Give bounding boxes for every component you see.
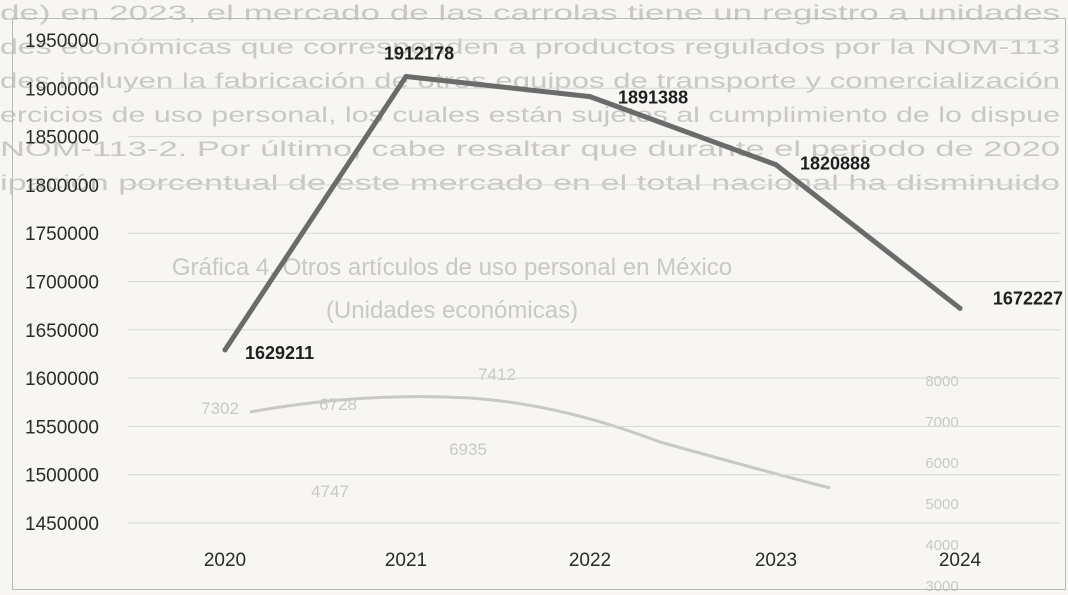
gridlines [128, 39, 1060, 524]
bleed-axis-value: 8000 [925, 373, 958, 390]
bleed-chart-title: Gráfica 4. Otros artículos de uso person… [172, 254, 732, 281]
x-tick-label: 2024 [939, 550, 982, 571]
data-point [403, 74, 409, 80]
y-axis-ticks: 1950000 1900000 1850000 1800000 1750000 17000… [25, 31, 99, 535]
data-point [222, 347, 228, 353]
y-tick-label: 1850000 [25, 128, 99, 149]
data-point [587, 94, 593, 100]
bleed-text-line: des incluyen la fabricación de otros equ… [0, 70, 1060, 93]
bleed-text-line: des económicas que corresponden a produc… [0, 36, 1060, 59]
y-tick-label: 1600000 [25, 369, 99, 390]
bleed-axis-value: 6000 [925, 455, 958, 472]
x-tick-label: 2022 [569, 550, 611, 571]
x-tick-label: 2020 [204, 550, 246, 571]
bleed-value: 6935 [449, 440, 487, 459]
bleed-chart-subtitle: (Unidades económicas) [326, 297, 578, 324]
x-tick-label: 2023 [755, 550, 797, 571]
chart-frame [12, 18, 1066, 590]
bleed-text-line: de) en 2023, el mercado de las carrolas … [0, 2, 1060, 25]
y-tick-label: 1800000 [25, 176, 99, 197]
bleed-axis-value: 4000 [925, 537, 958, 554]
y-tick-label: 1450000 [25, 514, 99, 535]
series-line [222, 74, 963, 353]
data-label: 1891388 [618, 88, 688, 108]
series-layer [222, 74, 963, 353]
y-tick-label: 1550000 [25, 417, 99, 438]
bleed-value: 7412 [478, 365, 516, 384]
data-point [957, 305, 963, 311]
data-labels: 1629211 1912178 1891388 1820888 1672227 [245, 44, 1063, 363]
bleed-value: 4747 [311, 482, 349, 501]
bleed-axis-value: 5000 [925, 496, 958, 513]
bleed-text-line: ercicios de uso personal, los cuales est… [0, 104, 1060, 127]
bleed-line [249, 395, 831, 490]
y-tick-label: 1750000 [25, 224, 99, 245]
y-tick-label: 1500000 [25, 466, 99, 487]
data-label: 1672227 [993, 288, 1063, 308]
y-tick-label: 1900000 [25, 79, 99, 100]
bleed-text-line: NOM-113-2. Por último, cabe resaltar que… [0, 138, 1060, 161]
x-tick-label: 2021 [385, 550, 427, 571]
y-tick-label: 1700000 [25, 273, 99, 294]
data-label: 1912178 [384, 44, 454, 64]
y-tick-label: 1650000 [25, 321, 99, 342]
data-label: 1820888 [800, 154, 870, 174]
x-axis-ticks: 2020 2021 2022 2023 2024 [204, 550, 982, 571]
y-tick-label: 1950000 [25, 31, 99, 52]
bleed-value: 7302 [201, 399, 239, 418]
data-point [773, 162, 779, 168]
bleed-axis-value: 3000 [925, 578, 958, 595]
data-label: 1629211 [245, 343, 314, 363]
